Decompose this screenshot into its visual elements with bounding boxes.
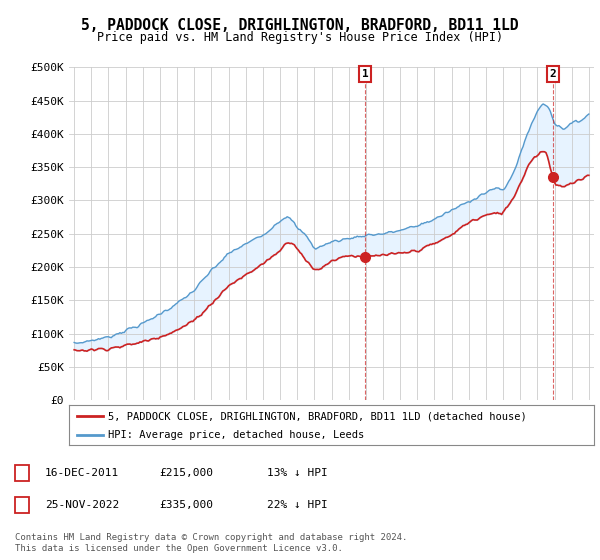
Text: Price paid vs. HM Land Registry's House Price Index (HPI): Price paid vs. HM Land Registry's House …: [97, 31, 503, 44]
Text: 5, PADDOCK CLOSE, DRIGHLINGTON, BRADFORD, BD11 1LD (detached house): 5, PADDOCK CLOSE, DRIGHLINGTON, BRADFORD…: [109, 411, 527, 421]
Text: 5, PADDOCK CLOSE, DRIGHLINGTON, BRADFORD, BD11 1LD: 5, PADDOCK CLOSE, DRIGHLINGTON, BRADFORD…: [81, 18, 519, 33]
Text: 22% ↓ HPI: 22% ↓ HPI: [267, 500, 328, 510]
Text: 16-DEC-2011: 16-DEC-2011: [45, 468, 119, 478]
Text: 2: 2: [550, 69, 556, 79]
Text: 2: 2: [19, 500, 26, 510]
Text: 25-NOV-2022: 25-NOV-2022: [45, 500, 119, 510]
Text: 1: 1: [362, 69, 368, 79]
Text: 1: 1: [19, 468, 26, 478]
Text: 13% ↓ HPI: 13% ↓ HPI: [267, 468, 328, 478]
Text: Contains HM Land Registry data © Crown copyright and database right 2024.
This d: Contains HM Land Registry data © Crown c…: [15, 533, 407, 553]
Text: HPI: Average price, detached house, Leeds: HPI: Average price, detached house, Leed…: [109, 430, 365, 440]
Text: £215,000: £215,000: [159, 468, 213, 478]
Text: £335,000: £335,000: [159, 500, 213, 510]
